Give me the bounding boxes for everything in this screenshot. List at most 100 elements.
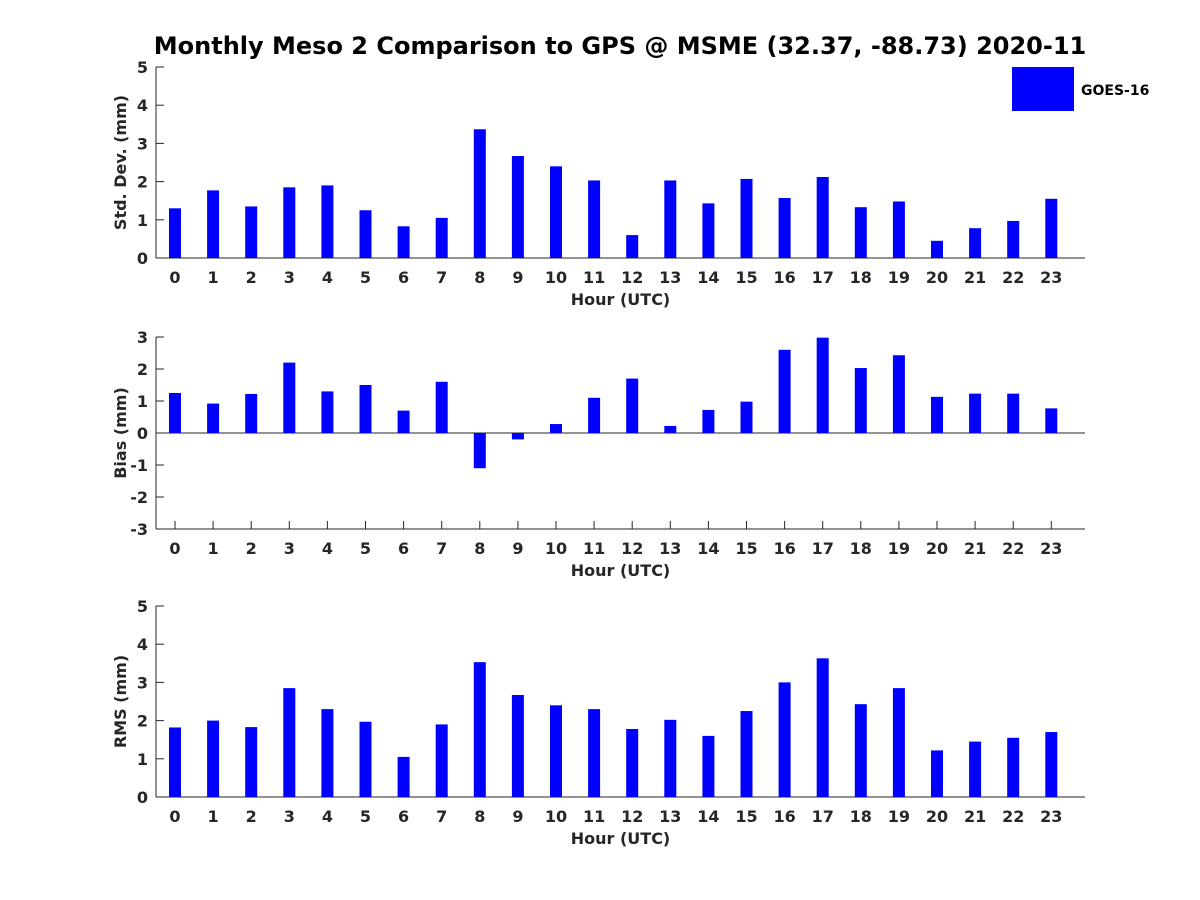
x-tick-label: 3 — [284, 268, 295, 287]
y-tick-label: 3 — [137, 328, 148, 347]
x-tick-label: 5 — [360, 268, 371, 287]
x-tick-label: 20 — [926, 539, 948, 558]
bar — [283, 362, 296, 433]
y-tick-label: 5 — [137, 597, 148, 616]
x-tick-label: 3 — [284, 539, 295, 558]
bar — [435, 381, 448, 433]
x-tick-label: 13 — [659, 268, 681, 287]
y-tick-label: 0 — [137, 249, 148, 268]
x-tick-label: 16 — [773, 807, 795, 826]
bar — [1045, 408, 1058, 433]
x-tick-label: 4 — [322, 268, 333, 287]
x-tick-label: 5 — [360, 807, 371, 826]
bar — [511, 156, 524, 258]
bar — [1007, 220, 1020, 258]
x-tick-label: 22 — [1002, 539, 1024, 558]
x-tick-label: 22 — [1002, 268, 1024, 287]
x-tick-label: 15 — [735, 539, 757, 558]
x-tick-label: 14 — [697, 539, 719, 558]
bar — [588, 397, 601, 433]
bar — [969, 741, 982, 797]
x-axis-label: Hour (UTC) — [571, 290, 671, 309]
bar — [169, 727, 181, 797]
x-tick-label: 16 — [773, 539, 795, 558]
x-tick-label: 17 — [812, 807, 834, 826]
y-tick-label: 3 — [137, 134, 148, 153]
x-tick-label: 7 — [436, 268, 447, 287]
x-tick-label: 1 — [208, 539, 219, 558]
x-tick-label: 17 — [812, 268, 834, 287]
x-tick-label: 23 — [1040, 807, 1062, 826]
x-tick-label: 20 — [926, 807, 948, 826]
y-tick-label: 0 — [137, 424, 148, 443]
bar — [283, 688, 296, 797]
bar — [588, 180, 601, 258]
x-tick-label: 7 — [436, 807, 447, 826]
bar — [702, 409, 715, 433]
bar — [816, 177, 829, 258]
bar — [245, 206, 258, 258]
bar — [321, 391, 334, 433]
x-tick-label: 13 — [659, 807, 681, 826]
x-tick-label: 8 — [474, 268, 485, 287]
bar — [931, 396, 943, 433]
bar — [359, 210, 372, 258]
bar — [931, 240, 943, 258]
bar — [473, 433, 486, 469]
y-axis-label: Bias (mm) — [111, 387, 130, 479]
x-tick-label: 6 — [398, 268, 409, 287]
bar — [473, 662, 486, 797]
y-tick-label: 1 — [137, 211, 148, 230]
chart-title: Monthly Meso 2 Comparison to GPS @ MSME … — [154, 32, 1086, 60]
bar — [969, 393, 982, 433]
y-tick-label: 2 — [137, 173, 148, 192]
x-tick-label: 12 — [621, 807, 643, 826]
x-tick-label: 12 — [621, 539, 643, 558]
bar — [1007, 393, 1020, 433]
x-tick-label: 21 — [964, 539, 986, 558]
y-axis-label: Std. Dev. (mm) — [111, 95, 130, 230]
y-axis-label: RMS (mm) — [111, 655, 130, 748]
bar — [816, 337, 829, 433]
y-tick-label: -1 — [130, 456, 148, 475]
x-tick-label: 11 — [583, 539, 605, 558]
x-axis-label: Hour (UTC) — [571, 561, 671, 580]
y-tick-label: 1 — [137, 392, 148, 411]
x-tick-label: 3 — [284, 807, 295, 826]
x-tick-label: 23 — [1040, 268, 1062, 287]
bar — [664, 180, 677, 258]
y-tick-label: 3 — [137, 673, 148, 692]
x-tick-label: 9 — [512, 807, 523, 826]
x-tick-label: 9 — [512, 268, 523, 287]
x-tick-label: 7 — [436, 539, 447, 558]
x-tick-label: 15 — [735, 268, 757, 287]
bar — [588, 709, 601, 797]
x-tick-label: 8 — [474, 539, 485, 558]
bar — [397, 410, 410, 433]
bar — [892, 688, 905, 797]
bar — [740, 711, 753, 797]
bar — [207, 403, 220, 433]
bar — [664, 719, 677, 797]
x-tick-label: 6 — [398, 539, 409, 558]
bar — [550, 166, 562, 258]
legend-label: GOES-16 — [1081, 83, 1149, 99]
x-tick-label: 4 — [322, 539, 333, 558]
x-axis-label: Hour (UTC) — [571, 829, 671, 848]
y-tick-label: 4 — [137, 96, 148, 115]
bar — [854, 368, 867, 433]
x-tick-label: 19 — [888, 807, 910, 826]
x-tick-label: 12 — [621, 268, 643, 287]
x-tick-label: 0 — [169, 268, 180, 287]
y-tick-label: 2 — [137, 712, 148, 731]
bar — [854, 207, 867, 258]
x-tick-label: 1 — [208, 268, 219, 287]
bar — [169, 208, 181, 258]
bar — [473, 129, 486, 258]
y-tick-label: 5 — [137, 58, 148, 77]
x-tick-label: 22 — [1002, 807, 1024, 826]
